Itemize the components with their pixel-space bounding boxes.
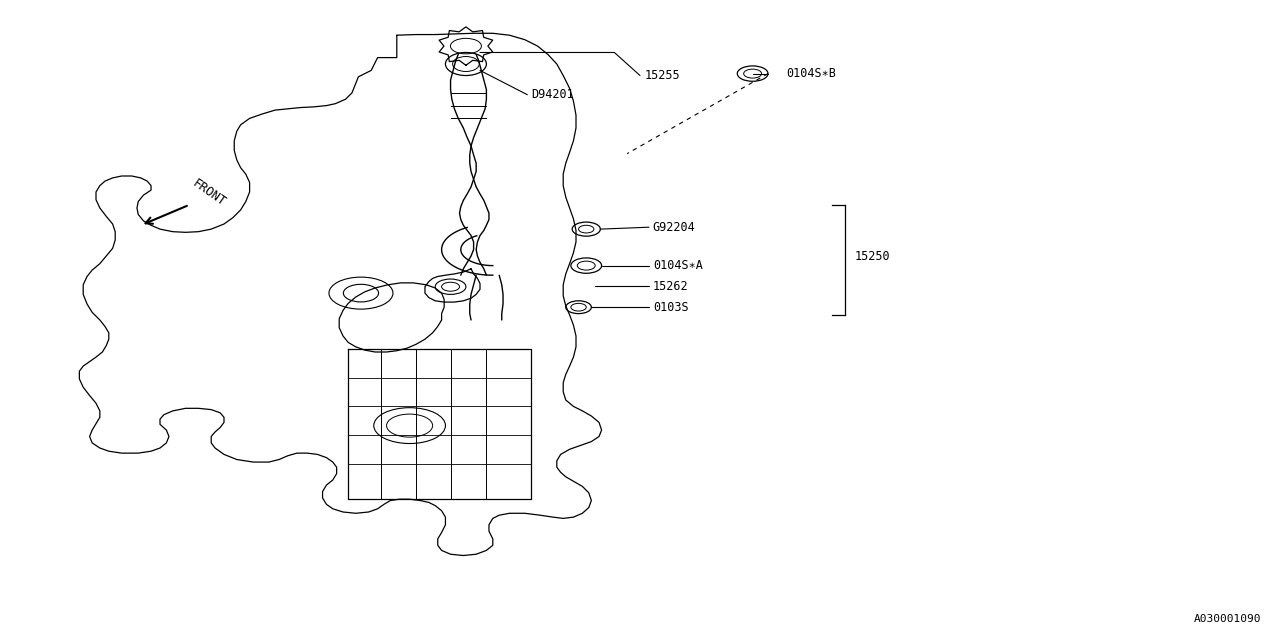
- Text: 15250: 15250: [855, 250, 891, 262]
- Text: 0103S: 0103S: [653, 301, 689, 314]
- Text: A030001090: A030001090: [1193, 614, 1261, 624]
- Text: 0104S∗A: 0104S∗A: [653, 259, 703, 272]
- Text: 15255: 15255: [645, 69, 681, 82]
- Text: FRONT: FRONT: [189, 177, 228, 209]
- Text: 0104S∗B: 0104S∗B: [786, 67, 836, 80]
- Text: 15262: 15262: [653, 280, 689, 292]
- Text: G92204: G92204: [653, 221, 695, 234]
- Text: D94201: D94201: [531, 88, 573, 101]
